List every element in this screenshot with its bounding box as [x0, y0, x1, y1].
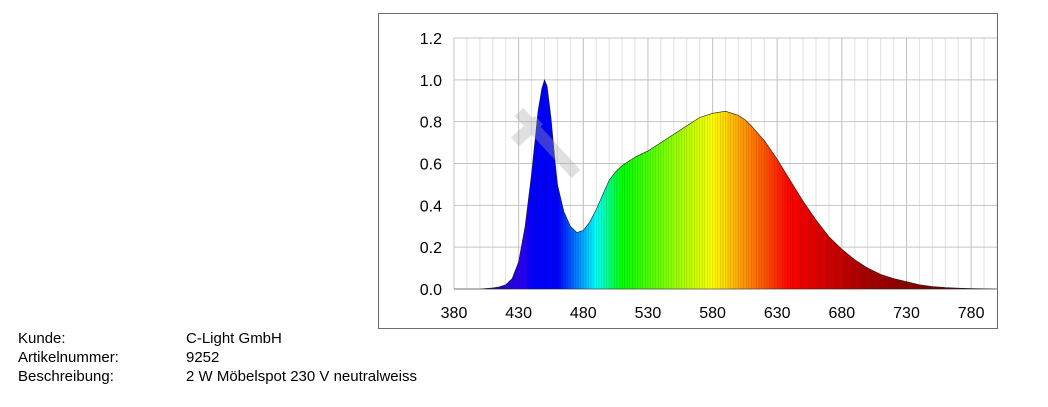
info-value: 2 W Möbelspot 230 V neutralweiss — [186, 368, 417, 385]
y-tick-label: 0.4 — [420, 198, 442, 215]
y-tick-label: 1.0 — [420, 73, 442, 90]
x-tick-label: 730 — [893, 305, 920, 322]
y-tick-label: 0.6 — [420, 157, 442, 174]
x-tick-label: 430 — [505, 305, 532, 322]
y-tick-label: 1.2 — [420, 31, 442, 48]
x-tick-label: 680 — [829, 305, 856, 322]
info-label: Artikelnummer: — [18, 349, 119, 366]
x-tick-label: 380 — [441, 305, 468, 322]
info-label: Beschreibung: — [18, 368, 114, 385]
spectrum-chart: 0.0 0.2 0.4 0.6 0.8 1.0 1.2 380 430 480 530 580 630… — [378, 13, 998, 329]
x-axis: 380 430 480 530 580 630 680 730 780 — [441, 305, 985, 322]
info-value: C-Light GmbH — [186, 330, 282, 347]
info-value: 9252 — [186, 349, 220, 366]
x-tick-label: 780 — [958, 305, 985, 322]
x-tick-label: 530 — [635, 305, 662, 322]
spectrum-area — [454, 78, 997, 290]
watermark-stroke — [510, 115, 544, 147]
x-tick-label: 480 — [570, 305, 597, 322]
watermark-logo — [510, 107, 581, 179]
x-tick-label: 630 — [764, 305, 791, 322]
x-tick-label: 580 — [699, 305, 726, 322]
info-label: Kunde: — [18, 330, 66, 347]
spectrum-chart-svg: 0.0 0.2 0.4 0.6 0.8 1.0 1.2 380 430 480 530 580 630… — [420, 31, 997, 322]
y-axis: 0.0 0.2 0.4 0.6 0.8 1.0 1.2 — [420, 31, 442, 299]
y-tick-label: 0.8 — [420, 115, 442, 132]
y-tick-label: 0.0 — [420, 282, 442, 299]
y-tick-label: 0.2 — [420, 240, 442, 257]
watermark-stroke — [514, 107, 581, 179]
